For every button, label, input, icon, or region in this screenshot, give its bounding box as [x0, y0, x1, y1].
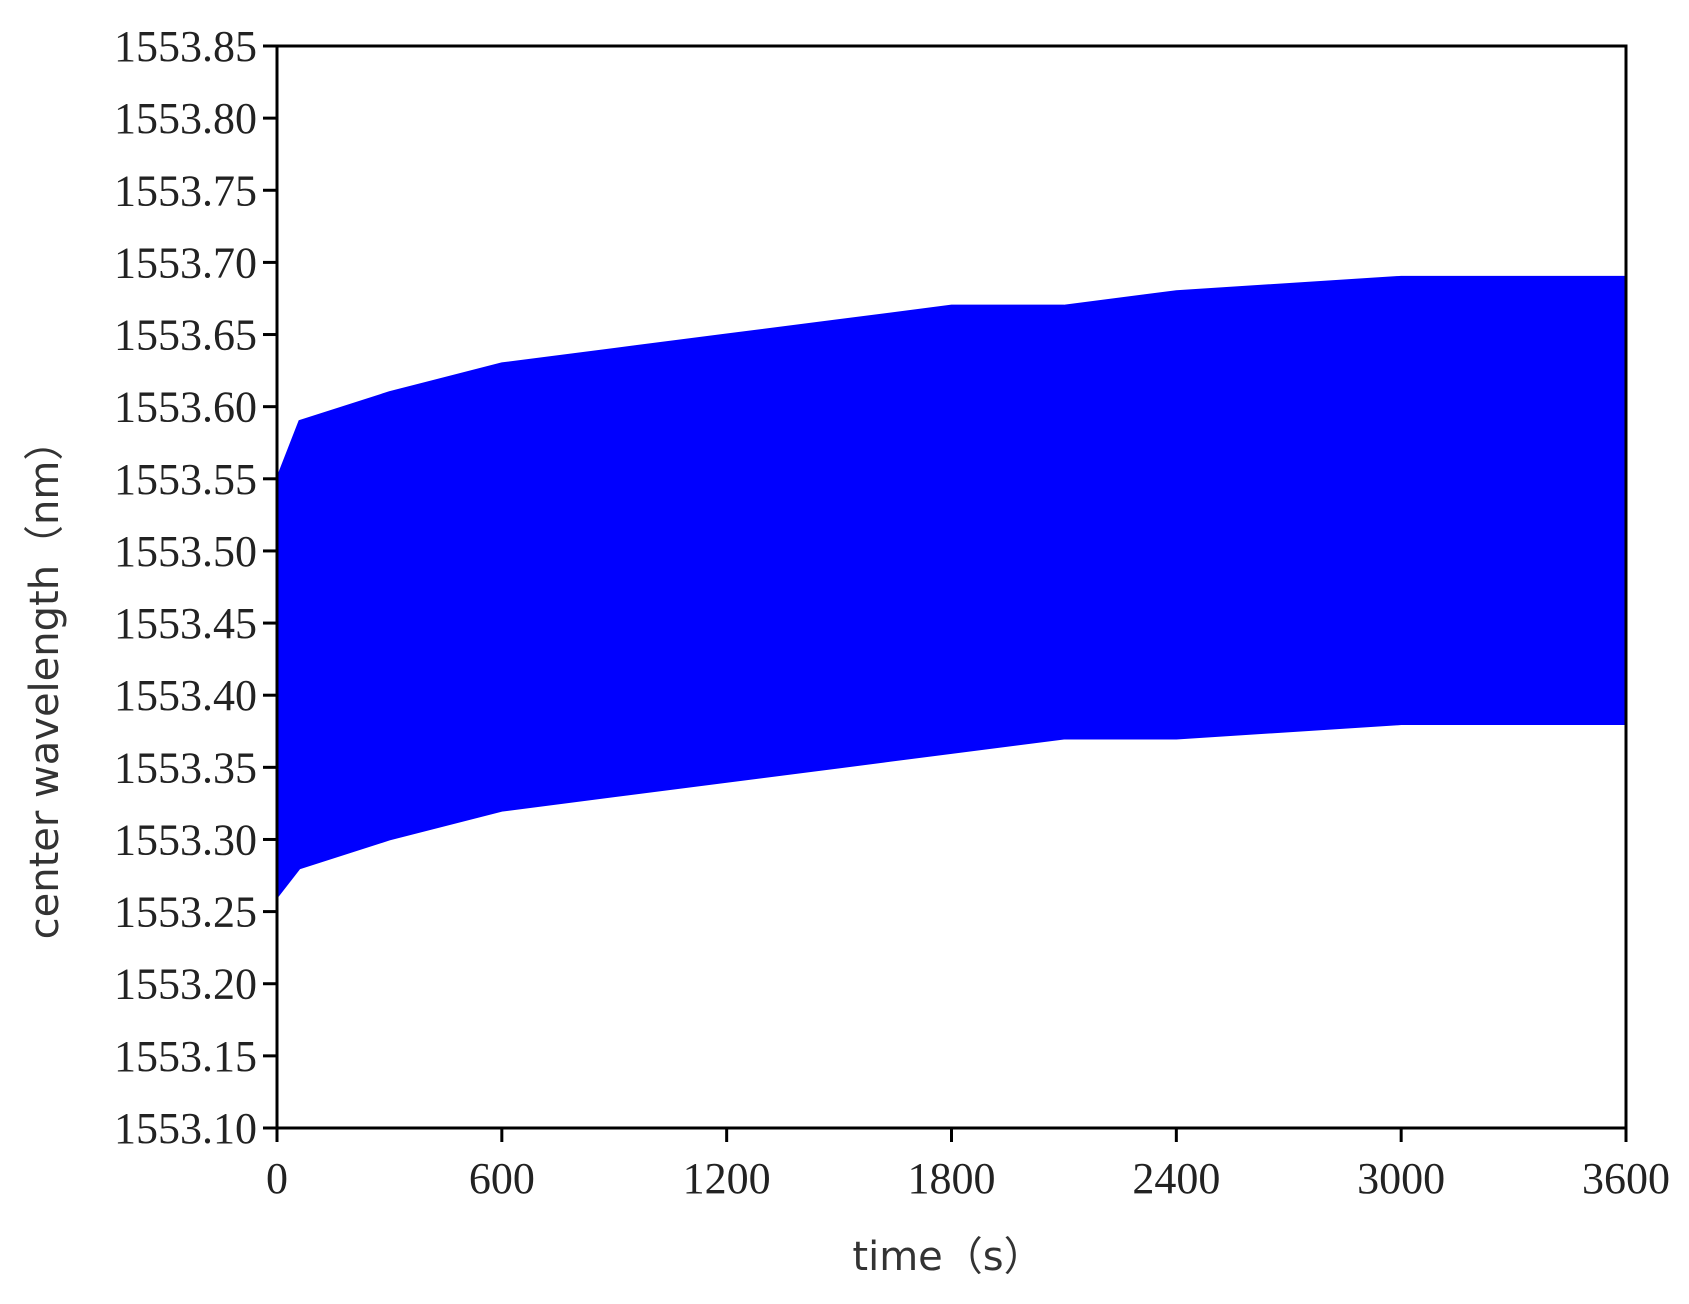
- x-tick-label: 1800: [908, 1154, 996, 1203]
- x-tick-label: 0: [266, 1154, 288, 1203]
- y-tick-label: 1553.75: [114, 166, 257, 215]
- x-tick-label: 3600: [1582, 1154, 1670, 1203]
- y-tick-label: 1553.30: [114, 815, 257, 864]
- y-tick-label: 1553.55: [114, 455, 257, 504]
- y-tick-label: 1553.10: [114, 1104, 257, 1153]
- y-axis-title: center wavelength（nm）: [22, 421, 68, 940]
- x-tick-label: 2400: [1132, 1154, 1220, 1203]
- y-tick-label: 1553.40: [114, 671, 257, 720]
- x-tick-label: 600: [469, 1154, 535, 1203]
- y-tick-label: 1553.65: [114, 311, 257, 360]
- y-tick-label: 1553.80: [114, 94, 257, 143]
- y-tick-label: 1553.85: [114, 22, 257, 71]
- y-tick-label: 1553.25: [114, 888, 257, 937]
- y-tick-label: 1553.70: [114, 238, 257, 287]
- x-tick-label: 1200: [683, 1154, 771, 1203]
- y-tick-label: 1553.45: [114, 599, 257, 648]
- x-axis-title: time（s）: [852, 1234, 1043, 1280]
- band-area: [276, 275, 1627, 901]
- y-tick-label: 1553.50: [114, 527, 257, 576]
- y-tick-label: 1553.60: [114, 383, 257, 432]
- x-tick-label: 3000: [1357, 1154, 1445, 1203]
- y-tick-label: 1553.20: [114, 960, 257, 1009]
- y-tick-label: 1553.15: [114, 1032, 257, 1081]
- y-tick-label: 1553.35: [114, 743, 257, 792]
